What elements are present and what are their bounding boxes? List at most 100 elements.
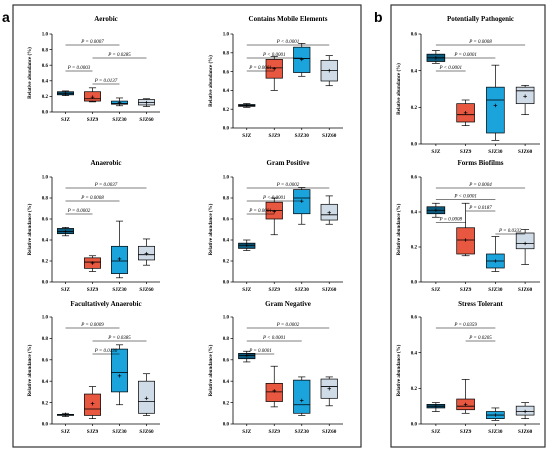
- comparison-bracket: P = 0.0285: [92, 53, 147, 59]
- p-value-label: P = 0.0037: [94, 183, 118, 188]
- comparison-bracket: P = 0.0008: [435, 40, 526, 46]
- comparison-bracket: P = 0.0137: [92, 79, 120, 85]
- x-tick-label: SJZ30: [295, 133, 310, 139]
- box-body: [486, 86, 505, 134]
- box-SJZ60: [138, 373, 155, 416]
- p-value-label: P = 0.0333: [498, 229, 522, 234]
- box-SJZ: [57, 90, 74, 96]
- box-SJZ30: [293, 43, 311, 77]
- x-tick-label: SJZ9: [87, 117, 99, 123]
- p-value-label: P = 0.0359: [453, 323, 477, 328]
- x-tick-label: SJZ30: [112, 429, 127, 435]
- comparison-bracket: P = 0.0001: [246, 66, 275, 72]
- y-tick-label: 1.0: [42, 176, 49, 181]
- panel-a-frame: [12, 4, 362, 448]
- x-tick-label: SJZ: [61, 287, 70, 293]
- y-tick-label: 0.0: [223, 423, 230, 428]
- comparison-bracket: P = 0.0001: [435, 53, 496, 59]
- x-tick-label: SJZ60: [139, 429, 154, 435]
- box-SJZ30: [486, 407, 505, 421]
- p-value-label: P < 0.0001: [453, 194, 477, 199]
- x-tick-label: SJZ60: [322, 133, 337, 139]
- comparison-bracket: P = 0.0008: [435, 217, 466, 223]
- box-SJZ9: [456, 99, 475, 127]
- p-value-label: P = 0.0004: [468, 183, 492, 188]
- comparison-bracket: P < 0.0001: [246, 336, 302, 342]
- y-tick-label: 0.4: [223, 380, 230, 385]
- chart-0: Aerobic 0.0 0.2 0.4 0.6 0.8 1.0 Relative abunda…: [28, 15, 160, 123]
- comparison-bracket: P = 0.0130: [92, 349, 120, 355]
- y-tick-label: 0.8: [42, 197, 49, 202]
- y-tick-label: 0.6: [42, 218, 49, 223]
- x-tick-label: SJZ: [431, 149, 440, 155]
- comparison-bracket: P = 0.0001: [246, 209, 275, 215]
- p-value-label: P = 0.0137: [94, 79, 118, 84]
- y-tick-label: 1.0: [223, 316, 230, 321]
- y-tick-label: 0.4: [223, 89, 230, 94]
- comparison-bracket: P = 0.0359: [435, 323, 496, 329]
- p-value-label: P = 0.0001: [248, 349, 272, 354]
- y-tick-label: 0.4: [42, 380, 49, 385]
- p-value-label: P = 0.0001: [248, 66, 272, 71]
- y-tick-label: 0.2: [223, 401, 230, 406]
- y-tick-label: 0.8: [223, 337, 230, 342]
- x-tick-label: SJZ: [61, 429, 70, 435]
- x-tick-label: SJZ60: [322, 287, 337, 293]
- box-SJZ30: [111, 220, 128, 279]
- comparison-bracket: P = 0.0333: [495, 229, 526, 235]
- comparison-bracket: P < 0.0001: [435, 66, 466, 72]
- x-tick-label: SJZ: [242, 429, 251, 435]
- y-tick-label: 0.6: [411, 176, 418, 181]
- x-tick-label: SJZ30: [488, 429, 503, 435]
- comparison-bracket: P = 0.0002: [65, 209, 93, 215]
- chart-title: Facultatively Anaerobic: [70, 300, 141, 308]
- chart-2: Anaerobic 0.0 0.2 0.4 0.6 0.8 1.0 Relative abun…: [28, 159, 160, 293]
- x-tick-label: SJZ: [431, 429, 440, 435]
- comparison-bracket: P < 0.0001: [246, 196, 302, 202]
- y-tick-label: 0.8: [223, 52, 230, 57]
- y-axis-label: Relative abundance (%): [397, 344, 402, 396]
- box-SJZ9: [456, 202, 475, 257]
- y-tick-label: 0.8: [42, 337, 49, 342]
- p-value-label: P < 0.0001: [438, 66, 462, 71]
- box-SJZ9: [84, 87, 101, 103]
- x-tick-label: SJZ: [242, 287, 251, 293]
- x-tick-label: SJZ9: [268, 287, 280, 293]
- y-tick-label: 0.2: [223, 108, 230, 113]
- box-SJZ60: [138, 238, 155, 266]
- y-axis-label: Relative abundance (%): [209, 203, 214, 255]
- comparison-bracket: P = 0.0009: [65, 323, 120, 329]
- y-tick-label: 0.6: [411, 316, 418, 321]
- comparison-bracket: P = 0.0001: [246, 349, 275, 355]
- y-tick-label: 0.4: [411, 211, 418, 216]
- y-tick-label: 0.2: [42, 401, 49, 406]
- y-tick-label: 0.0: [411, 143, 418, 148]
- box-body: [515, 232, 535, 250]
- y-tick-label: 0.4: [42, 80, 49, 85]
- y-tick-label: 0.8: [223, 197, 230, 202]
- p-value-label: P = 0.0007: [80, 40, 104, 45]
- box-SJZ30: [111, 344, 128, 406]
- x-tick-label: SJZ9: [460, 287, 472, 293]
- y-axis-label: Relative abundance (%): [397, 63, 402, 115]
- y-axis-label: Relative abundance (%): [209, 55, 214, 107]
- box-SJZ30: [111, 97, 128, 107]
- box-SJZ: [238, 103, 256, 108]
- y-tick-label: 0.2: [411, 387, 418, 392]
- panel-a-label: a: [2, 9, 10, 25]
- box-SJZ60: [320, 376, 338, 407]
- p-value-label: P = 0.0001: [453, 53, 477, 58]
- y-tick-label: 0.2: [411, 246, 418, 251]
- x-tick-label: SJZ: [61, 117, 70, 123]
- p-value-label: P < 0.0001: [262, 196, 286, 201]
- box-SJZ: [238, 350, 256, 363]
- comparison-bracket: P = 0.0003: [65, 66, 93, 72]
- chart-6: Potentially Pathogenic 0.0 0.2 0.4 0.6 Relati…: [397, 15, 540, 155]
- box-SJZ60: [515, 229, 535, 265]
- p-value-label: P = 0.0385: [107, 336, 131, 341]
- p-value-label: P = 0.0008: [80, 196, 104, 201]
- y-tick-label: 0.0: [42, 111, 49, 116]
- p-value-label: P < 0.0001: [276, 40, 300, 45]
- p-value-label: P = 0.0009: [80, 323, 104, 328]
